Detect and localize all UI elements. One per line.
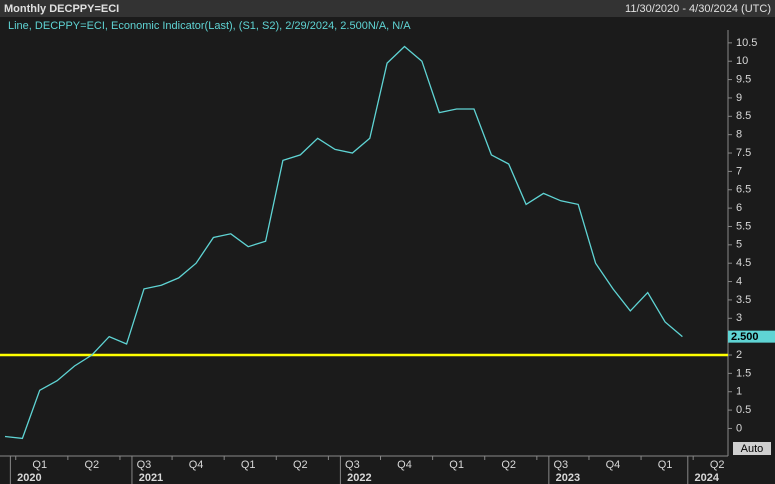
y-tick-label: 0.5 bbox=[736, 404, 751, 416]
date-range: 11/30/2020 - 4/30/2024 (UTC) bbox=[625, 3, 771, 15]
x-tick-label: Q1 bbox=[449, 459, 464, 471]
y-tick-label: 1 bbox=[736, 386, 742, 398]
year-label: 2022 bbox=[347, 472, 371, 484]
x-tick-label: Q2 bbox=[710, 459, 725, 471]
year-label: 2021 bbox=[139, 472, 163, 484]
auto-button-label[interactable]: Auto bbox=[741, 443, 764, 455]
x-tick-label: Q4 bbox=[397, 459, 412, 471]
y-tick-label: 10.5 bbox=[736, 37, 757, 49]
y-tick-label: 9.5 bbox=[736, 73, 751, 85]
y-tick-label: 7.5 bbox=[736, 147, 751, 159]
y-tick-label: 5.5 bbox=[736, 220, 751, 232]
y-tick-label: 0 bbox=[736, 422, 742, 434]
y-tick-label: 3.5 bbox=[736, 294, 751, 306]
y-tick-label: 7 bbox=[736, 165, 742, 177]
y-tick-label: 8.5 bbox=[736, 110, 751, 122]
year-label: 2023 bbox=[556, 472, 580, 484]
x-tick-label: Q4 bbox=[189, 459, 204, 471]
last-value-box bbox=[728, 330, 775, 343]
chart-title: Monthly DECPPY=ECI bbox=[4, 3, 119, 15]
y-tick-label: 6 bbox=[736, 202, 742, 214]
year-label: 2024 bbox=[695, 472, 720, 484]
x-tick-label: Q2 bbox=[85, 459, 100, 471]
x-tick-label: Q3 bbox=[345, 459, 360, 471]
y-tick-label: 6.5 bbox=[736, 184, 751, 196]
x-tick-label: Q2 bbox=[501, 459, 516, 471]
x-tick-label: Q3 bbox=[553, 459, 568, 471]
y-tick-label: 4.5 bbox=[736, 257, 751, 269]
y-tick-label: 2 bbox=[736, 349, 742, 361]
auto-button[interactable] bbox=[733, 442, 771, 455]
line bbox=[4, 45, 683, 440]
x-tick-label: Q2 bbox=[293, 459, 308, 471]
y-tick-label: 8 bbox=[736, 129, 742, 141]
y-tick-label: 3 bbox=[736, 312, 742, 324]
x-tick-label: Q1 bbox=[658, 459, 673, 471]
legend-text: Line, DECPPY=ECI, Economic Indicator(Las… bbox=[8, 20, 411, 32]
x-tick-label: Q1 bbox=[241, 459, 256, 471]
year-label: 2020 bbox=[17, 472, 41, 484]
last-value-label: 2.500 bbox=[731, 331, 759, 343]
y-tick-label: 4 bbox=[736, 275, 742, 287]
y-tick-label: 9 bbox=[736, 92, 742, 104]
x-tick-label: Q3 bbox=[137, 459, 152, 471]
header-bar bbox=[0, 0, 775, 17]
y-tick-label: 1.5 bbox=[736, 367, 751, 379]
y-tick-label: 5 bbox=[736, 239, 742, 251]
x-tick-label: Q1 bbox=[32, 459, 47, 471]
x-tick-label: Q4 bbox=[606, 459, 621, 471]
y-tick-label: 10 bbox=[736, 55, 748, 67]
